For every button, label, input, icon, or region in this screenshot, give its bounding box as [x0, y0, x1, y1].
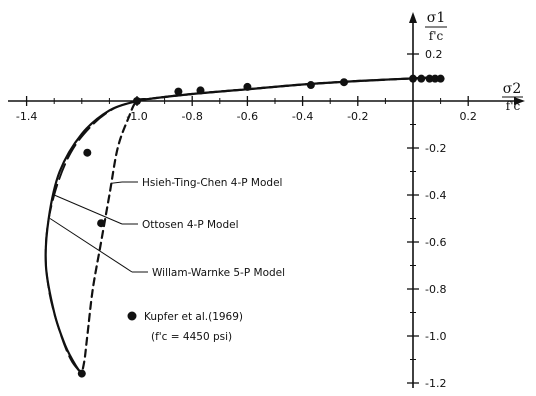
y-tick-label: -1.2 [425, 377, 446, 390]
data-point [340, 78, 348, 87]
x-axis-label-denominator: f'c [506, 99, 521, 113]
y-tick-label: -0.2 [425, 142, 446, 155]
x-tick-label: -0.6 [237, 110, 258, 123]
data-point [83, 148, 92, 157]
series-line [44, 76, 434, 375]
data-point [431, 74, 440, 83]
x-tick-label: -0.8 [181, 110, 202, 123]
curves [44, 76, 434, 375]
axes: -1.4 -1.0 -0.8 -0.6 -0.4 -0.2 0.2 0.2 -0.2 -0.4 -0… [8, 10, 525, 390]
data-point [133, 97, 141, 105]
annotations: Hsieh-Ting-Chen 4-P Model Ottosen 4-P Mod… [49, 177, 285, 279]
x-tick-label: 0.2 [459, 110, 477, 123]
annotation-leader [49, 218, 133, 273]
y-tick-label: -0.8 [425, 283, 446, 296]
data-point [436, 74, 445, 83]
annotation-label: Hsieh-Ting-Chen 4-P Model [142, 177, 282, 189]
data-points [77, 74, 445, 378]
y-tick-label: -0.4 [425, 189, 446, 202]
x-tick-label: -1.4 [16, 110, 37, 123]
y-tick-label: -0.6 [425, 236, 446, 249]
y-axis-label-denominator: f'c [429, 29, 444, 43]
y-tick-label: -1.0 [425, 330, 446, 343]
data-point [306, 81, 315, 90]
annotation-label: Willam-Warnke 5-P Model [152, 267, 285, 279]
data-point [409, 74, 417, 83]
series-line [80, 76, 434, 375]
y-axis-arrow [409, 12, 417, 23]
y-axis-label-numerator: σ1 [427, 10, 445, 26]
annotation-label: Ottosen 4-P Model [142, 219, 239, 231]
annotation-leader [111, 181, 123, 184]
data-point [196, 86, 205, 95]
data-point [77, 369, 86, 378]
annotation-leader [54, 194, 123, 225]
legend-label: Kupfer et al.(1969) [144, 311, 243, 323]
data-point [417, 74, 426, 83]
data-point [425, 74, 434, 83]
x-tick-label: -1.0 [126, 110, 147, 123]
data-point [174, 87, 183, 96]
legend: Kupfer et al.(1969) (f'c = 4450 psi) [127, 311, 243, 343]
x-axis-arrow [514, 97, 525, 105]
y-tick-label: 0.2 [425, 48, 443, 61]
x-tick-label: -0.4 [292, 110, 313, 123]
legend-marker [127, 311, 137, 321]
data-point [97, 219, 106, 228]
data-point [243, 82, 252, 91]
legend-sublabel: (f'c = 4450 psi) [151, 331, 232, 343]
x-tick-label: -0.2 [347, 110, 368, 123]
x-axis-label-numerator: σ2 [503, 81, 521, 97]
